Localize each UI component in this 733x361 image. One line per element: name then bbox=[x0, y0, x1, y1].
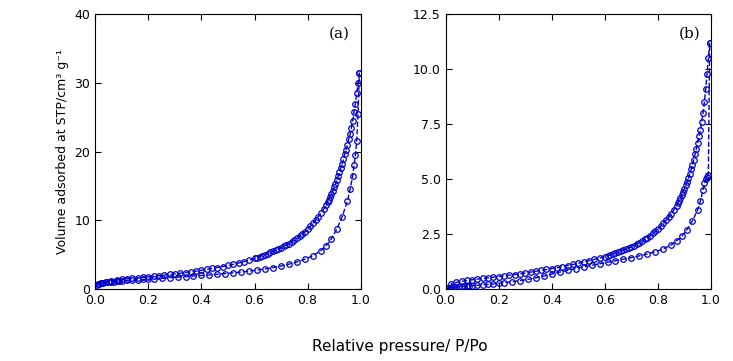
Text: (b): (b) bbox=[679, 27, 701, 41]
Text: Relative pressure/ P/Po: Relative pressure/ P/Po bbox=[312, 339, 487, 354]
Y-axis label: Volume adsorbed at STP/cm³ g⁻¹: Volume adsorbed at STP/cm³ g⁻¹ bbox=[56, 49, 69, 254]
Text: (a): (a) bbox=[329, 27, 350, 41]
